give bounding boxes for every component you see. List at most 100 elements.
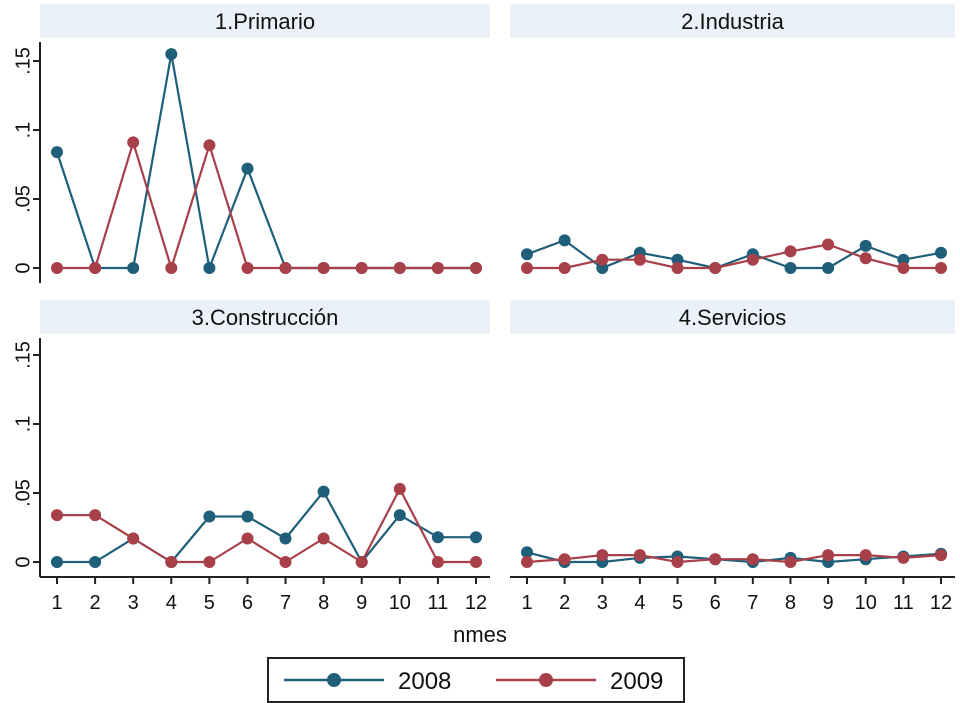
panel-1-series-2009-point	[470, 262, 482, 274]
panel-3-x-tick-label: 12	[465, 592, 487, 614]
panel-2: 2.Industria	[510, 4, 955, 274]
panel-4-x-tick-label: 6	[710, 592, 721, 614]
panel-2-series-2008-point	[859, 239, 872, 252]
panel-3-title: 3.Construcción	[192, 305, 339, 330]
panel-2-series-2009-point	[709, 262, 722, 274]
panel-2-series-2009-point	[784, 245, 797, 258]
panel-1-y-tick-label: .15	[12, 47, 34, 75]
panel-3-x-tick-label: 7	[280, 592, 291, 614]
panel-3-series-2009-point	[470, 556, 482, 568]
panel-1-series-2009-point	[355, 262, 368, 274]
panel-4-series-2009-point	[897, 551, 910, 564]
panel-1-series-2009-point	[127, 136, 140, 149]
panel-4-series-2008-line	[526, 551, 942, 564]
panel-2-header	[510, 4, 955, 38]
panel-2-series-2009-point	[596, 253, 609, 266]
legend-label-2008: 2008	[398, 668, 451, 695]
panel-3-series-2009-point	[89, 509, 102, 522]
panel-3-series-2009-point	[393, 482, 406, 495]
panel-2-series-2008-line	[526, 239, 942, 270]
panel-3-series-2009-point	[317, 532, 330, 545]
panel-2-series-2009-point	[521, 262, 533, 274]
panel-3-series-2009-point	[279, 556, 292, 568]
panel-3-series-2009-point	[165, 556, 178, 568]
panel-3-series-2008-point	[241, 510, 254, 523]
panel-1-series-2009-point	[203, 139, 216, 152]
legend-marker-2008	[327, 673, 341, 687]
panel-3-x-tick-label: 10	[389, 592, 411, 614]
panel-3-series-2009-point	[127, 532, 140, 545]
panel-4-header	[510, 300, 955, 334]
panel-3-series-2008-point	[393, 509, 406, 522]
panel-4-series-2009-point	[596, 549, 609, 562]
panel-2-series-2008-point	[671, 253, 684, 266]
legend: 2008 2009	[267, 657, 685, 703]
panel-1-series-2009-point	[431, 262, 444, 274]
panel-1-series-2009-point	[317, 262, 330, 274]
panel-4-x-tick-label: 7	[747, 592, 758, 614]
panel-2-series-2008-point	[596, 262, 609, 274]
panel-2-title: 2.Industria	[681, 9, 784, 34]
panel-1: 1.Primario 0 .05 .1 .15	[12, 4, 490, 283]
panel-4-title: 4.Servicios	[679, 305, 787, 330]
panel-1-series-2009-point	[241, 262, 254, 274]
panel-3-series-2008-point	[317, 485, 330, 498]
panel-2-series-2009-line	[527, 243, 941, 270]
panel-1-series-2009-point	[279, 262, 292, 274]
panel-4-x-tick-label: 3	[597, 592, 608, 614]
panel-1-series-2009-point	[165, 262, 178, 274]
x-axis-title: nmes	[453, 622, 507, 647]
panel-2-series-2008-point	[784, 262, 797, 274]
panel-4-series-2009-point	[521, 556, 533, 568]
panel-4-series-2008-point	[521, 546, 533, 559]
panel-4-series-2009-point	[935, 549, 947, 562]
panel-1-header	[40, 4, 490, 38]
panel-3-series-2008-point	[431, 531, 444, 544]
panel-2-series-2008-point	[558, 234, 571, 247]
panel-1-series-2008-point	[51, 146, 63, 159]
panel-4-x-tick-label: 8	[785, 592, 796, 614]
panel-2-series-2009-point	[859, 252, 872, 265]
panel-1-series-2009-point	[89, 262, 102, 274]
panel-1-series-2008-point	[127, 262, 140, 274]
panel-2-series-2009-point	[558, 262, 571, 274]
panel-4-series-2009-point	[633, 549, 646, 562]
panel-3-series-2009-line	[57, 487, 476, 564]
panel-4-series-2009-point	[746, 553, 759, 566]
panel-4-series-2009-point	[671, 556, 684, 568]
panel-4-x-tick-label: 2	[559, 592, 570, 614]
panel-4-x-tick-label: 5	[672, 592, 683, 614]
panel-3-series-2008-line	[57, 490, 476, 564]
panel-3-series-2009-point	[355, 556, 368, 568]
panel-1-series-2008-line	[55, 52, 476, 270]
panel-3-series-2009-point	[203, 556, 216, 568]
panel-1-series-2009-point	[51, 262, 63, 274]
panel-2-series-2009-point	[633, 253, 646, 266]
panel-3-x-tick-label: 11	[428, 592, 449, 614]
panel-2-series-2009-point	[935, 262, 947, 274]
panel-3-series-2008-point	[279, 532, 292, 545]
panel-4-x-tick-label: 10	[855, 592, 877, 614]
panel-3-y-tick-label: .05	[12, 479, 34, 507]
panel-3-series-2008-point	[51, 556, 63, 568]
legend-marker-2009	[539, 673, 553, 687]
panel-3-series-2008-point	[203, 510, 216, 523]
panel-4-series-2009-point	[709, 553, 722, 566]
panel-3-x-tick-label: 4	[166, 592, 177, 614]
panel-4-x-tick-label: 12	[930, 592, 952, 614]
panel-3-x-tick-label: 1	[51, 592, 62, 614]
panel-3-series-2009-point	[431, 556, 444, 568]
panel-4-series-2009-point	[822, 549, 835, 562]
panel-4-series-2009-line	[526, 553, 942, 564]
panel-2-series-2008-point	[822, 262, 835, 274]
panel-2-series-2008-point	[935, 246, 947, 259]
panel-2-series-2009-point	[897, 262, 910, 274]
panel-4-x-tick-label: 11	[893, 592, 914, 614]
panel-2-series-2009-point	[746, 253, 759, 266]
panel-2-series-2009-point	[822, 238, 835, 251]
panel-2-series-2008-point	[897, 253, 910, 266]
panel-4-x-tick-label: 1	[521, 592, 532, 614]
